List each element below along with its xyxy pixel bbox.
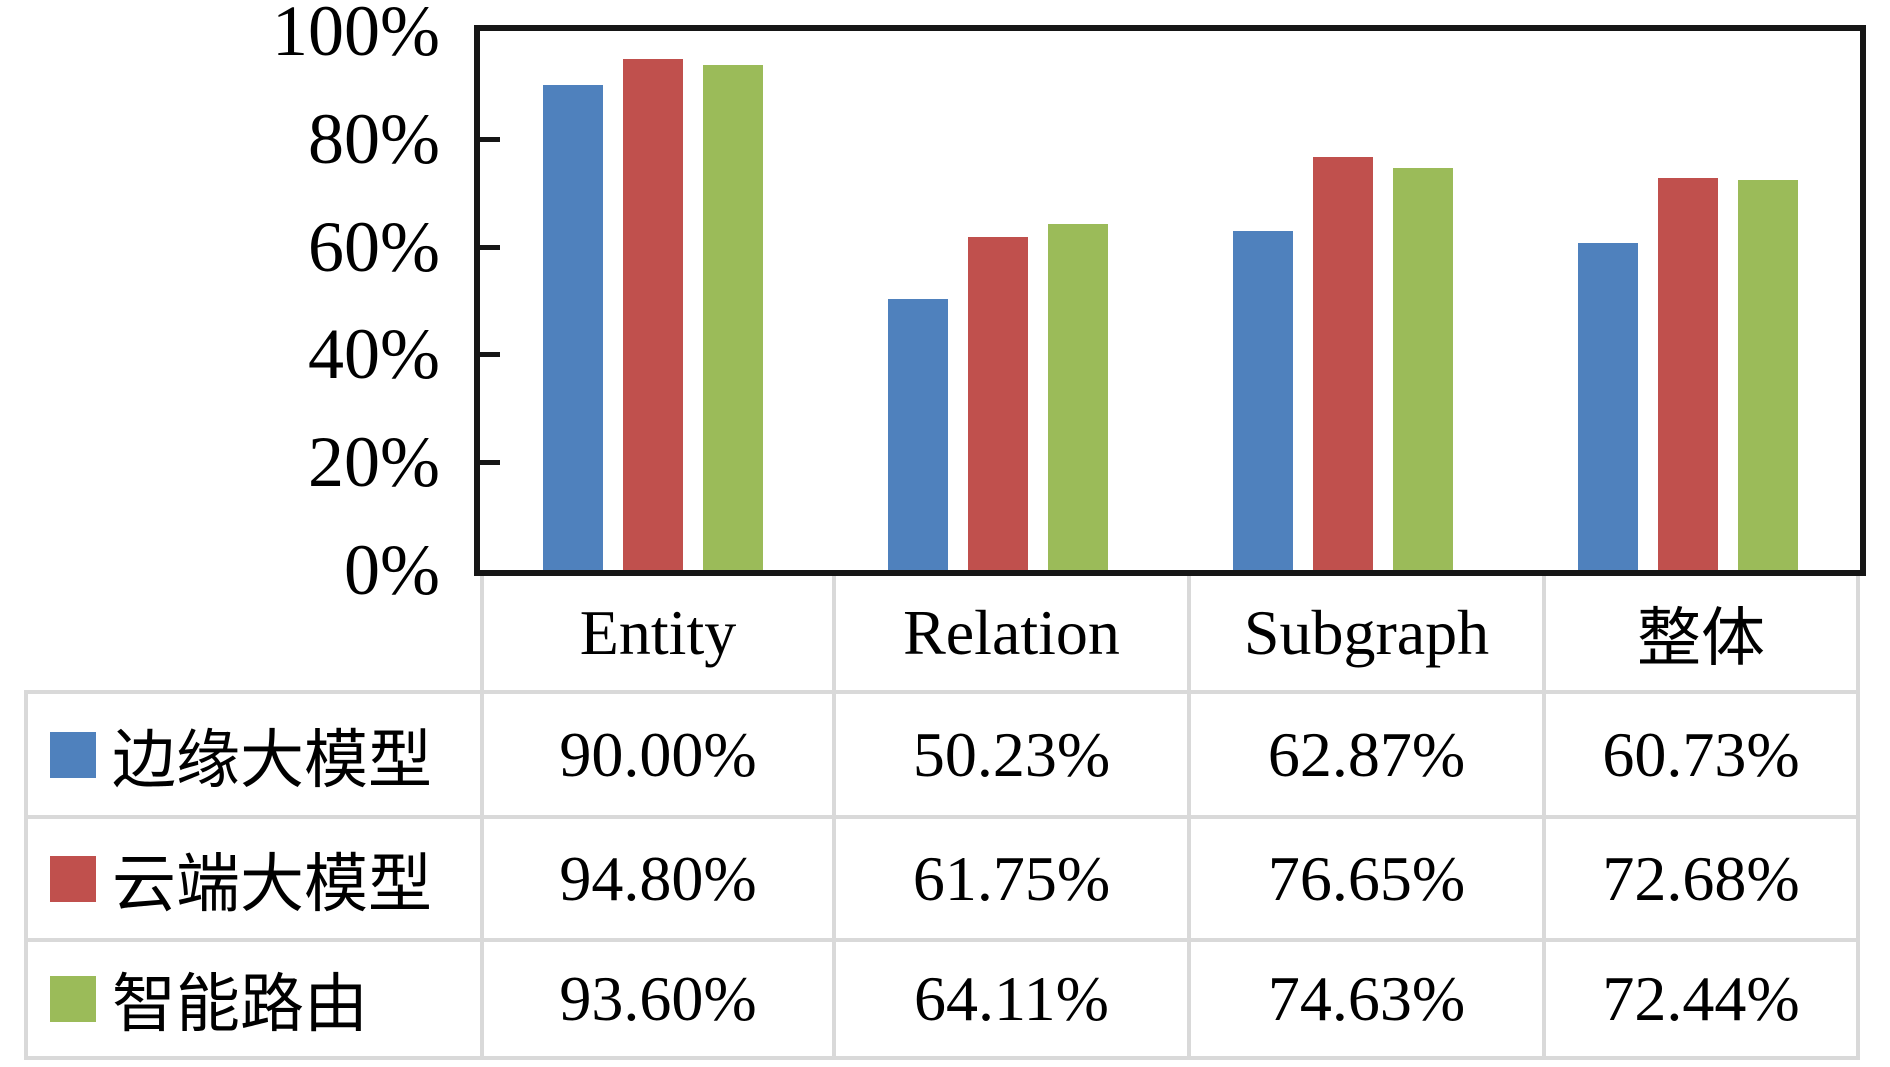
y-axis-label: 100% [272, 0, 440, 71]
table-cell-value: 50.23% [832, 690, 1187, 815]
legend-item: 边缘大模型 [24, 690, 480, 815]
bar-边缘大模型-Subgraph [1232, 231, 1293, 570]
table-corner-cell [24, 576, 480, 690]
y-axis-label: 0% [344, 530, 440, 610]
table-cell-value: 72.44% [1542, 938, 1860, 1060]
column-header-subgraph: Subgraph [1187, 576, 1542, 690]
legend-item: 智能路由 [24, 938, 480, 1060]
table-cell-value: 76.65% [1187, 815, 1542, 938]
legend-label: 智能路由 [112, 969, 368, 1040]
table-cell-value: 62.87% [1187, 690, 1542, 815]
data-table: Entity Relation Subgraph 整体 边缘大模型 90.00%… [24, 576, 1860, 1060]
table-cell-value: 72.68% [1542, 815, 1860, 938]
column-header-overall: 整体 [1542, 576, 1860, 690]
bar-云端大模型-整体 [1657, 178, 1718, 570]
y-axis-label: 60% [308, 206, 440, 287]
bar-智能路由-Entity [702, 65, 763, 570]
bar-云端大模型-Relation [967, 237, 1028, 570]
bar-智能路由-整体 [1737, 179, 1798, 570]
column-header-entity: Entity [480, 576, 832, 690]
y-axis-label: 20% [308, 422, 440, 503]
y-axis-tick [480, 244, 500, 250]
bar-云端大模型-Entity [622, 59, 683, 570]
y-axis-label: 80% [308, 98, 440, 179]
legend-item: 云端大模型 [24, 815, 480, 938]
table-cell-value: 74.63% [1187, 938, 1542, 1060]
legend-label: 边缘大模型 [112, 724, 432, 796]
column-header-relation: Relation [832, 576, 1187, 690]
legend-swatch-icon [50, 855, 96, 902]
table-cell-value: 90.00% [480, 690, 832, 815]
legend-label: 云端大模型 [112, 848, 432, 920]
table-cell-value: 60.73% [1542, 690, 1860, 815]
legend-swatch-icon [50, 976, 96, 1022]
bar-边缘大模型-Relation [887, 299, 948, 570]
y-axis-tick [480, 460, 500, 466]
y-axis-tick [480, 136, 500, 142]
bar-智能路由-Subgraph [1392, 167, 1453, 570]
table-cell-value: 64.11% [832, 938, 1187, 1060]
y-axis-label: 40% [308, 314, 440, 395]
legend-swatch-icon [50, 731, 96, 778]
bar-边缘大模型-Entity [542, 84, 603, 570]
table-cell-value: 61.75% [832, 815, 1187, 938]
table-cell-value: 94.80% [480, 815, 832, 938]
bar-云端大模型-Subgraph [1312, 156, 1373, 570]
bar-智能路由-Relation [1047, 224, 1108, 570]
bar-边缘大模型-整体 [1577, 242, 1638, 570]
table-cell-value: 93.60% [480, 938, 832, 1060]
y-axis-tick [480, 352, 500, 358]
